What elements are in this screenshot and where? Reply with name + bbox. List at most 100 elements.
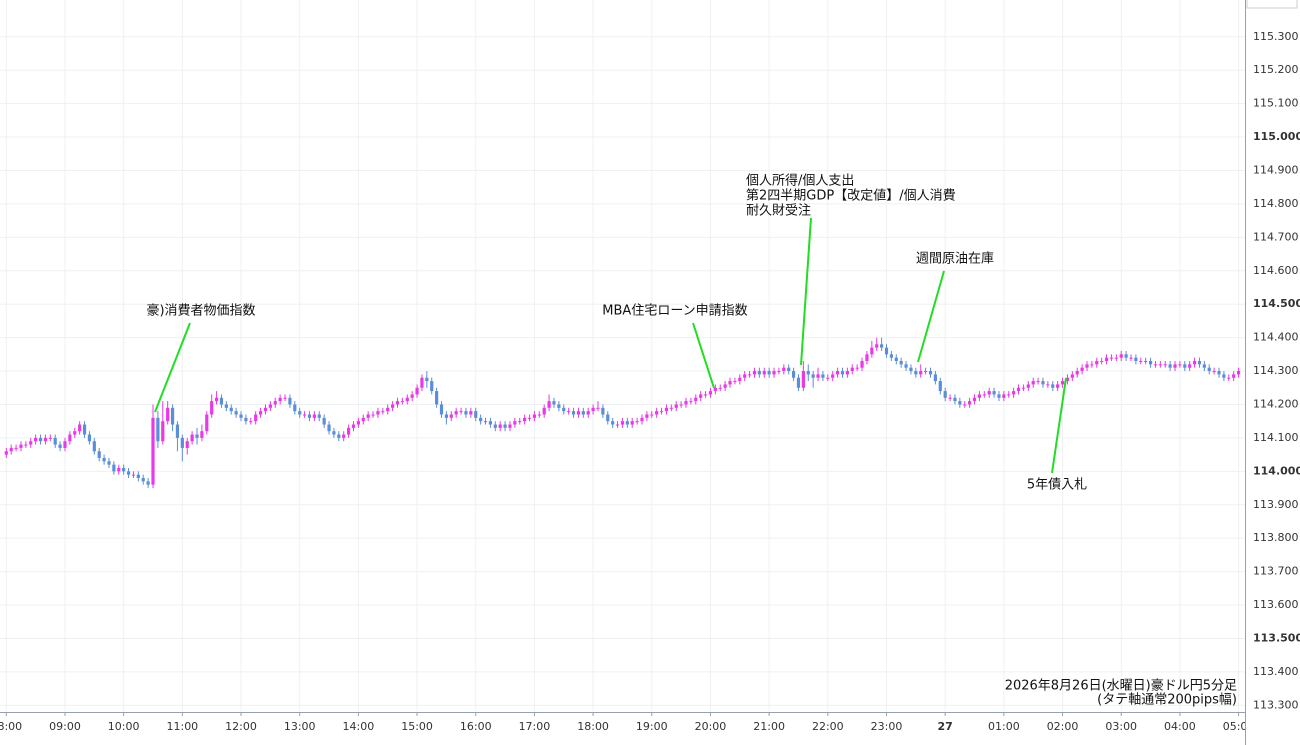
annotation-line	[154, 322, 191, 413]
candle-body	[806, 371, 810, 375]
candle-body	[224, 404, 228, 408]
candle-body	[586, 411, 590, 415]
candle-body	[938, 381, 942, 392]
candle-body	[268, 404, 272, 408]
candle-body	[791, 371, 796, 378]
candle-body	[327, 424, 331, 432]
candle-body	[1192, 361, 1197, 365]
candle-body	[694, 397, 698, 402]
candle-body	[136, 474, 140, 479]
candle-body	[904, 364, 908, 368]
candle-body	[532, 414, 537, 418]
candle-body	[479, 417, 483, 422]
candle-body	[708, 391, 713, 395]
candle-body	[283, 397, 287, 399]
candle-body	[151, 417, 155, 485]
candle-body	[982, 394, 986, 396]
candle-body	[581, 411, 585, 415]
candle-body	[611, 421, 615, 425]
candle-body	[122, 467, 126, 472]
candle-body	[395, 401, 400, 405]
candle-body	[1119, 354, 1123, 358]
candle-body	[1148, 361, 1153, 365]
candle-body	[855, 367, 859, 369]
candle-body	[1178, 364, 1182, 366]
candle-body	[1075, 371, 1079, 375]
x-tick-label: 13:00	[284, 720, 316, 733]
x-tick-label: 23:00	[871, 720, 903, 733]
candle-body	[850, 367, 854, 372]
candle-body	[728, 381, 732, 385]
candle-body	[767, 371, 771, 375]
x-tick-label: 20:00	[695, 720, 727, 733]
candle-body	[73, 431, 77, 435]
candle-body	[880, 344, 884, 348]
candle-body	[664, 407, 669, 412]
candle-body	[322, 417, 326, 425]
candle-body	[1227, 377, 1231, 379]
y-tick-label: 115.200	[1253, 63, 1299, 76]
y-tick-label: 115.100	[1253, 97, 1299, 110]
candle-body	[439, 404, 444, 415]
candle-body	[958, 401, 962, 405]
y-tick-label: 114.200	[1253, 397, 1299, 410]
candle-body	[38, 437, 43, 442]
y-tick-label: 114.000	[1253, 464, 1300, 477]
candle-body	[1134, 357, 1138, 362]
candle-body	[58, 444, 62, 448]
candle-body	[254, 414, 258, 422]
candle-body	[659, 411, 664, 413]
annotation-line	[1051, 377, 1067, 474]
y-axis-panel	[1245, 0, 1300, 745]
candle-body	[777, 371, 781, 373]
candle-body	[205, 414, 209, 432]
candle-body	[219, 397, 224, 405]
candle-body	[640, 417, 644, 422]
candle-body	[821, 374, 825, 378]
caption: 2026年8月26日(水曜日)豪ドル円5分足	[1005, 679, 1237, 694]
candle-body	[430, 381, 434, 392]
candle-body	[977, 394, 982, 398]
candle-body	[645, 414, 649, 418]
candle-body	[503, 424, 507, 428]
candle-body	[513, 421, 517, 425]
candle-body	[43, 437, 48, 442]
candle-body	[933, 374, 937, 382]
candle-body	[674, 404, 678, 408]
candle-body	[410, 394, 414, 398]
candle-body	[713, 387, 717, 392]
candle-body	[249, 421, 253, 423]
candle-body	[229, 407, 233, 412]
candle-body	[420, 377, 424, 388]
annotation-text: MBA住宅ローン申請指数	[602, 304, 747, 319]
annotation-line	[800, 217, 812, 366]
candle-body	[787, 367, 791, 372]
candle-body	[400, 401, 404, 403]
candle-body	[53, 437, 57, 445]
y-tick-label: 114.700	[1253, 230, 1299, 243]
candle-body	[703, 394, 708, 396]
candle-body	[92, 441, 96, 452]
candle-body	[1021, 387, 1026, 389]
candle-body	[234, 411, 238, 415]
candle-body	[298, 411, 302, 415]
candle-body	[78, 424, 82, 432]
candle-body	[747, 374, 752, 376]
candle-body	[928, 371, 933, 375]
x-tick-label: 04:00	[1164, 720, 1196, 733]
caption: (タテ軸通常200pips幅)	[1097, 693, 1237, 708]
candle-body	[1041, 381, 1045, 385]
candle-body	[1188, 364, 1192, 368]
candle-body	[1036, 381, 1040, 383]
candles	[4, 337, 1241, 489]
candle-body	[1236, 371, 1241, 375]
candle-body	[620, 421, 625, 425]
candle-body	[278, 397, 282, 402]
x-tick-label: 22:00	[812, 720, 844, 733]
candle-body	[24, 444, 28, 446]
candle-body	[1197, 361, 1202, 365]
candle-body	[630, 421, 634, 425]
candle-body	[527, 417, 532, 419]
candle-body	[1129, 357, 1133, 359]
candle-body	[1139, 361, 1143, 363]
